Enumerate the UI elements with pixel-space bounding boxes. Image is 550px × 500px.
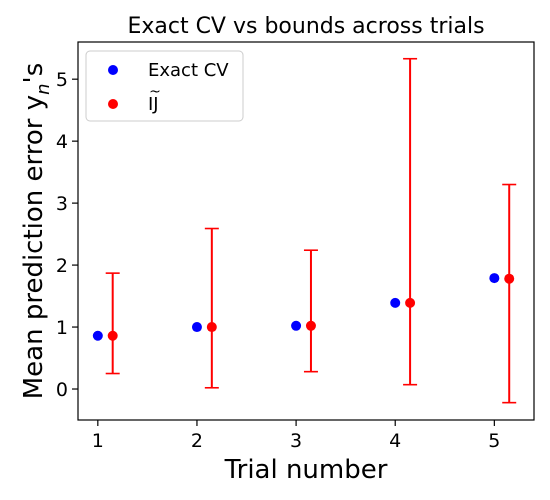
y-tick-label: 2 <box>56 255 68 277</box>
ij-point <box>206 322 217 333</box>
exact-cv-point <box>390 297 401 308</box>
x-axis-ticks: 1 2 3 4 5 <box>92 420 500 452</box>
y-axis-label-suffix: 's <box>19 63 49 84</box>
exact-cv-point <box>92 330 103 341</box>
ij-error-bars <box>105 57 517 404</box>
legend: Exact CV IJ ~ <box>85 50 244 122</box>
y-axis-label: Mean prediction error yn's <box>19 63 54 400</box>
chart-title: Exact CV vs bounds across trials <box>127 14 484 39</box>
legend-label-ij: IJ <box>148 94 159 115</box>
legend-marker-exact-cv <box>108 65 118 75</box>
exact-cv-point <box>191 322 202 333</box>
x-tick-label: 1 <box>92 430 104 452</box>
exact-cv-point <box>291 320 302 331</box>
x-tick-label: 3 <box>290 430 302 452</box>
ij-point <box>504 273 515 284</box>
y-tick-label: 5 <box>56 69 68 91</box>
legend-label-ij-tilde: ~ <box>149 84 161 100</box>
legend-box <box>85 50 244 122</box>
legend-label-exact-cv: Exact CV <box>148 60 229 81</box>
ij-point <box>405 297 416 308</box>
y-axis-label-main: Mean prediction error y <box>19 95 49 399</box>
legend-marker-ij <box>108 99 118 109</box>
y-tick-label: 1 <box>56 317 68 339</box>
y-tick-label: 4 <box>56 131 68 153</box>
y-tick-label: 0 <box>56 379 68 401</box>
ij-point <box>305 320 316 331</box>
y-axis-ticks: 0 1 2 3 4 5 <box>56 69 78 401</box>
exact-cv-point <box>489 273 500 284</box>
x-tick-label: 2 <box>191 430 203 452</box>
plot-frame <box>77 41 535 421</box>
ij-point <box>107 330 118 341</box>
y-tick-label: 3 <box>56 193 68 215</box>
x-axis-label: Trial number <box>224 455 388 485</box>
y-axis-label-subscript: n <box>33 83 54 94</box>
x-tick-label: 4 <box>389 430 401 452</box>
x-tick-label: 5 <box>488 430 500 452</box>
data-points <box>92 273 515 341</box>
